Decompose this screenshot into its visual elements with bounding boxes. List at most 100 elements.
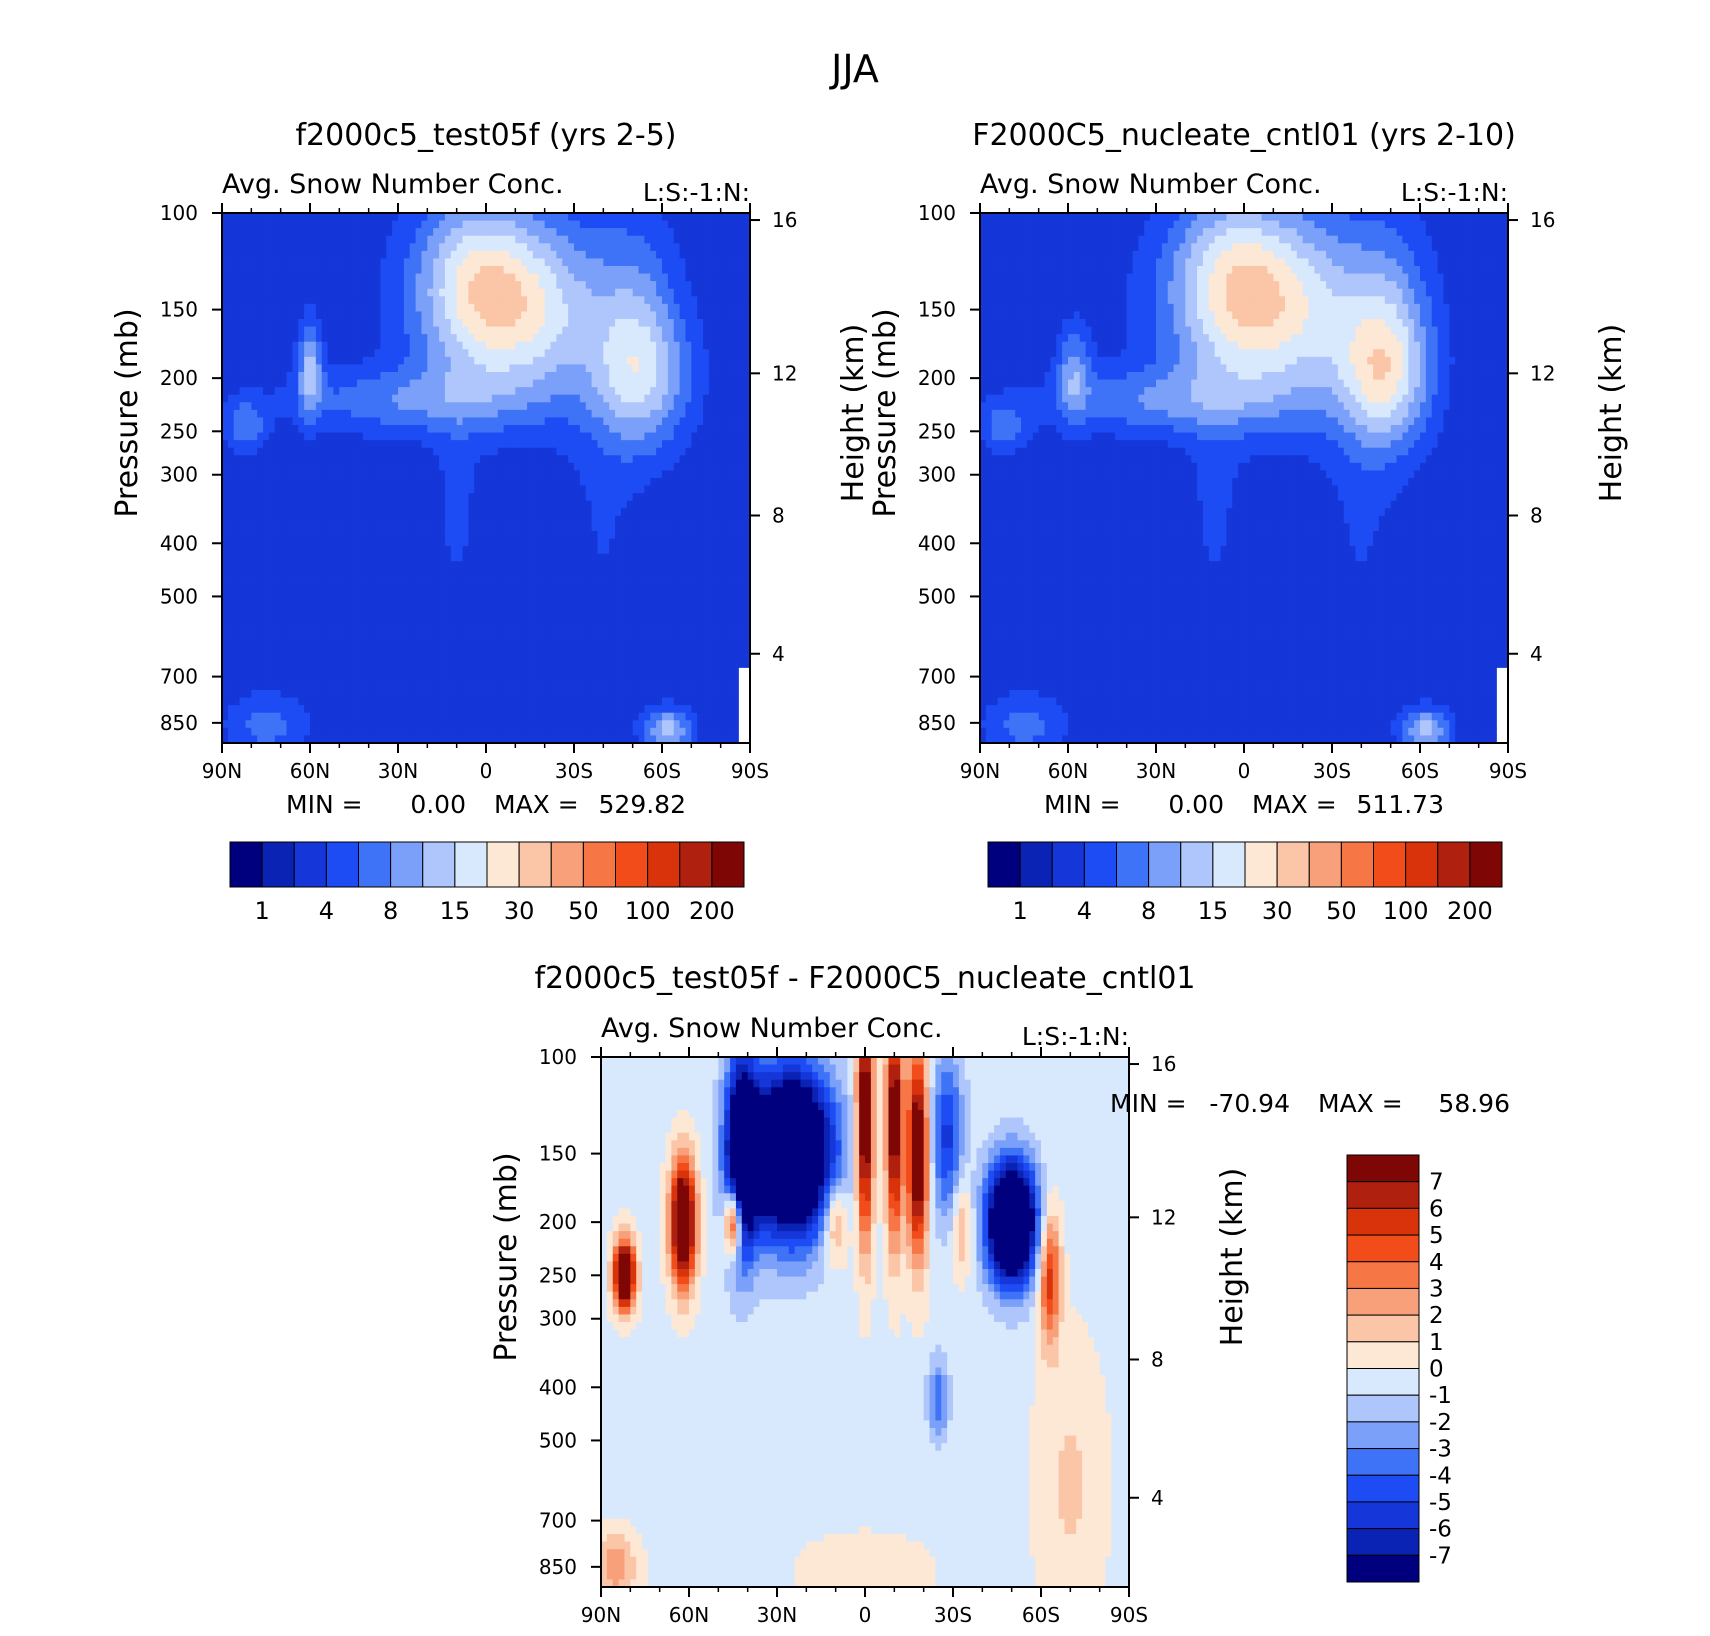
heatmap-cell: [333, 213, 339, 221]
heatmap-cell: [392, 243, 398, 251]
heatmap-cell: [592, 327, 598, 335]
heatmap-cell: [703, 372, 709, 380]
heatmap-cell: [551, 311, 557, 319]
heatmap-cell: [703, 357, 709, 365]
heatmap-cell: [251, 311, 257, 319]
heatmap-cell: [363, 342, 369, 350]
heatmap-cell: [738, 380, 744, 388]
heatmap-cell: [457, 380, 463, 388]
heatmap-cell: [527, 372, 533, 380]
heatmap-cell: [539, 221, 545, 229]
heatmap-cell: [298, 251, 304, 259]
heatmap-cell: [468, 380, 474, 388]
heatmap-cell: [521, 372, 527, 380]
heatmap-cell: [363, 334, 369, 342]
heatmap-cell: [568, 311, 574, 319]
heatmap-cell: [691, 236, 697, 244]
heatmap-cell: [474, 236, 480, 244]
heatmap-cell: [328, 349, 334, 357]
heatmap-cell: [556, 319, 562, 327]
heatmap-cell: [580, 372, 586, 380]
heatmap-cell: [627, 213, 633, 221]
heatmap-cell: [439, 380, 445, 388]
heatmap-cell: [375, 258, 381, 266]
heatmap-cell: [433, 236, 439, 244]
heatmap-cell: [245, 334, 251, 342]
heatmap-cell: [592, 236, 598, 244]
heatmap-cell: [509, 296, 515, 304]
heatmap-cell: [715, 342, 721, 350]
heatmap-cell: [269, 387, 275, 395]
heatmap-cell: [457, 311, 463, 319]
heatmap-cell: [568, 334, 574, 342]
heatmap-cell: [457, 349, 463, 357]
heatmap-cell: [410, 296, 416, 304]
heatmap-cell: [691, 266, 697, 274]
heatmap-cell: [486, 342, 492, 350]
heatmap-cell: [292, 228, 298, 236]
heatmap-cell: [697, 266, 703, 274]
heatmap-cell: [357, 289, 363, 297]
heatmap-cell: [386, 258, 392, 266]
heatmap-cell: [539, 236, 545, 244]
heatmap-cell: [392, 251, 398, 259]
heatmap-cell: [527, 319, 533, 327]
heatmap-cell: [539, 258, 545, 266]
heatmap-cell: [433, 296, 439, 304]
heatmap-cell: [674, 289, 680, 297]
heatmap-cell: [533, 349, 539, 357]
heatmap-cell: [639, 334, 645, 342]
heatmap-cell: [697, 327, 703, 335]
heatmap-cell: [298, 387, 304, 395]
heatmap-cell: [298, 274, 304, 282]
heatmap-cell: [680, 236, 686, 244]
heatmap-cell: [603, 213, 609, 221]
heatmap-cell: [509, 327, 515, 335]
heatmap-cell: [369, 364, 375, 372]
heatmap-cell: [556, 364, 562, 372]
heatmap-cell: [474, 372, 480, 380]
heatmap-cell: [392, 349, 398, 357]
heatmap-cell: [498, 251, 504, 259]
heatmap-cell: [328, 319, 334, 327]
heatmap-cell: [275, 221, 281, 229]
heatmap-cell: [738, 311, 744, 319]
heatmap-cell: [468, 281, 474, 289]
heatmap-cell: [586, 236, 592, 244]
heatmap-cell: [580, 251, 586, 259]
heatmap-cell: [515, 334, 521, 342]
heatmap-cell: [427, 258, 433, 266]
heatmap-cell: [715, 258, 721, 266]
heatmap-cell: [463, 319, 469, 327]
heatmap-cell: [674, 327, 680, 335]
heatmap-cell: [463, 334, 469, 342]
heatmap-cell: [351, 289, 357, 297]
heatmap-cell: [404, 221, 410, 229]
heatmap-cell: [639, 274, 645, 282]
heatmap-cell: [375, 342, 381, 350]
heatmap-cell: [697, 274, 703, 282]
heatmap-cell: [474, 266, 480, 274]
heatmap-cell: [580, 304, 586, 312]
heatmap-cell: [410, 266, 416, 274]
heatmap-cell: [363, 364, 369, 372]
heatmap-cell: [515, 357, 521, 365]
heatmap-cell: [228, 364, 234, 372]
heatmap-cell: [738, 243, 744, 251]
heatmap-cell: [316, 213, 322, 221]
heatmap-cell: [421, 342, 427, 350]
heatmap-cell: [592, 243, 598, 251]
heatmap-cell: [668, 372, 674, 380]
heatmap-cell: [527, 349, 533, 357]
heatmap-cell: [416, 349, 422, 357]
heatmap-cell: [298, 342, 304, 350]
heatmap-cell: [727, 258, 733, 266]
heatmap-cell: [621, 236, 627, 244]
heatmap-cell: [597, 304, 603, 312]
heatmap-cell: [721, 364, 727, 372]
heatmap-cell: [421, 296, 427, 304]
heatmap-cell: [380, 372, 386, 380]
heatmap-cell: [380, 266, 386, 274]
heatmap-cell: [597, 251, 603, 259]
heatmap-cell: [234, 296, 240, 304]
